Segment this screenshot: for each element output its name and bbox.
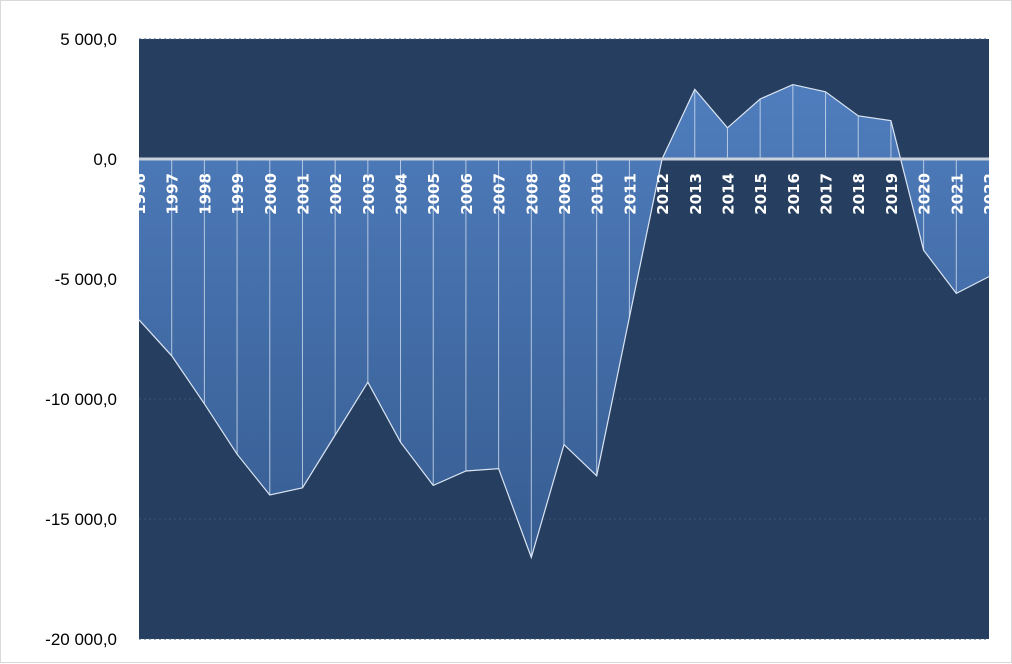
y-tick-label: -15 000,0	[45, 510, 117, 529]
x-tick-label: 2012	[654, 173, 672, 215]
y-tick-label: -20 000,0	[45, 630, 117, 649]
y-axis-tick-labels: 5 000,0 0,0 -5 000,0 -10 000,0 -15 000,0 -20 …	[45, 30, 117, 649]
series-line	[138, 83, 990, 560]
x-tick-label: 2018	[850, 173, 868, 215]
x-tick-label: 2016	[785, 173, 803, 215]
x-tick-label: 2010	[589, 173, 607, 215]
y-tick-label: -5 000,0	[55, 270, 117, 289]
x-tick-label: 2022	[981, 173, 999, 215]
x-tick-label: 2019	[883, 173, 901, 215]
x-tick-label: 2003	[360, 173, 378, 215]
x-tick-label: 2005	[425, 173, 443, 215]
x-tick-label: 2002	[327, 173, 345, 215]
x-tick-label: 2020	[916, 173, 934, 215]
x-tick-label: 2004	[393, 173, 411, 215]
x-tick-label: 2017	[818, 173, 836, 215]
x-tick-label: 1996	[131, 173, 149, 215]
drop-lines	[171, 84, 957, 558]
x-tick-label: 2014	[719, 173, 737, 215]
x-tick-label: 2021	[948, 173, 966, 215]
x-tick-label: 1998	[196, 173, 214, 215]
x-tick-label: 2001	[294, 173, 312, 215]
x-tick-label: 2009	[556, 173, 574, 215]
x-tick-label: 2013	[687, 173, 705, 215]
x-axis-tick-labels: 1996 1997 1998 1999 2000 2001 2002 2003 2004 2005…	[131, 173, 999, 215]
x-tick-label: 2000	[262, 173, 280, 215]
y-tick-label: 0,0	[93, 150, 117, 169]
x-tick-label: 2011	[621, 173, 639, 215]
x-tick-label: 2007	[491, 173, 509, 215]
x-tick-label: 2008	[523, 173, 541, 215]
x-tick-label: 2015	[752, 173, 770, 215]
y-tick-label: 5 000,0	[60, 30, 117, 49]
x-tick-label: 1997	[164, 173, 182, 215]
x-tick-label: 1999	[229, 173, 247, 215]
x-tick-label: 2006	[458, 173, 476, 215]
y-tick-label: -10 000,0	[45, 390, 117, 409]
